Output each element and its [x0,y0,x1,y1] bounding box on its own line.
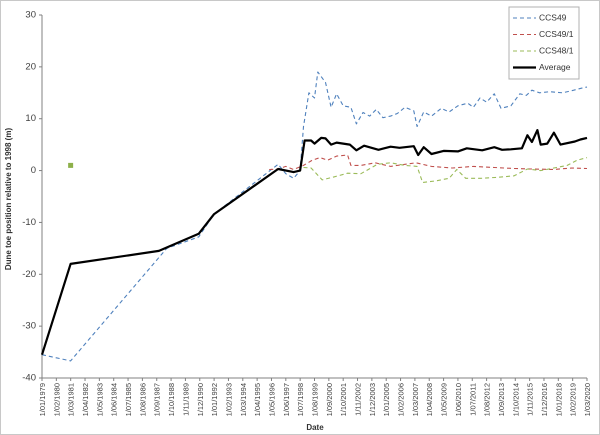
series-line-ccs49 [41,71,588,362]
x-tick-label: 1/05/1983 [95,383,104,416]
plot-frame [41,15,587,379]
x-tick-label: 1/01/1979 [38,383,47,416]
x-tick-label: 1/09/1987 [153,383,162,416]
x-tick-label: 1/06/1997 [282,383,291,416]
series-line-ccs49-1 [269,154,588,171]
x-tick-label: 1/03/1981 [67,383,76,416]
x-tick-label: 1/10/2014 [511,383,520,416]
x-axis-title: Date [306,423,324,432]
x-tick-label: 1/01/1992 [210,383,219,416]
x-axis-ticks: 1/01/1979 1/02/1980 1/03/1981 1/04/1982 1/05… [38,378,592,416]
y-tick-label: 0 [31,165,36,176]
y-tick-label: -20 [22,269,36,280]
x-tick-label: 1/05/2009 [440,383,449,416]
x-tick-label: 1/09/2000 [325,383,334,416]
x-tick-label: 1/09/2013 [497,383,506,416]
y-tick-label: 20 [25,61,36,72]
isolated-data-point [68,162,74,168]
x-tick-label: 1/06/2010 [454,383,463,416]
x-tick-label: 1/02/2019 [569,383,578,416]
legend-label-ccs48-1: CCS48/1 [539,45,574,55]
x-tick-label: 1/08/1986 [138,383,147,416]
legend-label-ccs49-1: CCS49/1 [539,29,574,39]
y-tick-label: -10 [22,217,36,228]
x-tick-label: 1/04/1995 [253,383,262,416]
x-tick-label: 1/04/1982 [81,383,90,416]
x-tick-label: 1/02/2006 [397,383,406,416]
x-tick-label: 1/07/2011 [468,383,477,416]
x-tick-label: 1/11/2015 [526,383,535,416]
x-tick-label: 1/02/1980 [52,383,61,416]
x-tick-label: 1/01/2018 [554,383,563,416]
y-axis-title: Dune toe position relative to 1998 (m) [4,128,13,271]
legend-label-average: Average [539,62,571,72]
x-tick-label: 1/11/1989 [181,383,190,416]
x-tick-label: 1/03/2020 [583,383,592,416]
x-tick-label: 1/07/1985 [124,383,133,416]
series-line-average [40,129,588,356]
series-layer [40,71,588,362]
y-tick-label: -30 [22,321,36,332]
legend: CCS49 CCS49/1 CCS48/1 Average [508,6,580,80]
y-tick-label: 10 [25,113,36,124]
x-tick-label: 1/07/1998 [296,383,305,416]
x-tick-label: 1/12/2003 [368,383,377,416]
x-tick-label: 1/12/2016 [540,383,549,416]
x-tick-label: 1/04/2008 [425,383,434,416]
y-tick-label: -40 [22,373,36,384]
x-tick-label: 1/03/2007 [411,383,420,416]
series-line-ccs48-1 [303,157,588,184]
y-tick-label: 30 [25,10,36,21]
x-tick-label: 1/01/2005 [382,383,391,416]
x-tick-label: 1/08/2012 [483,383,492,416]
x-tick-label: 1/06/1984 [110,383,119,416]
x-tick-label: 1/03/1994 [239,383,248,416]
x-tick-label: 1/12/1990 [196,383,205,416]
x-tick-label: 1/10/1988 [167,383,176,416]
legend-label-ccs49: CCS49 [539,12,567,22]
x-tick-label: 1/11/2002 [354,383,363,416]
x-tick-label: 1/02/1993 [224,383,233,416]
x-tick-label: 1/10/2001 [339,383,348,416]
x-tick-label: 1/05/1996 [267,383,276,416]
x-tick-label: 1/08/1999 [311,383,320,416]
y-axis-ticks: 30 20 10 0 -10 -20 -30 -40 [22,10,42,384]
